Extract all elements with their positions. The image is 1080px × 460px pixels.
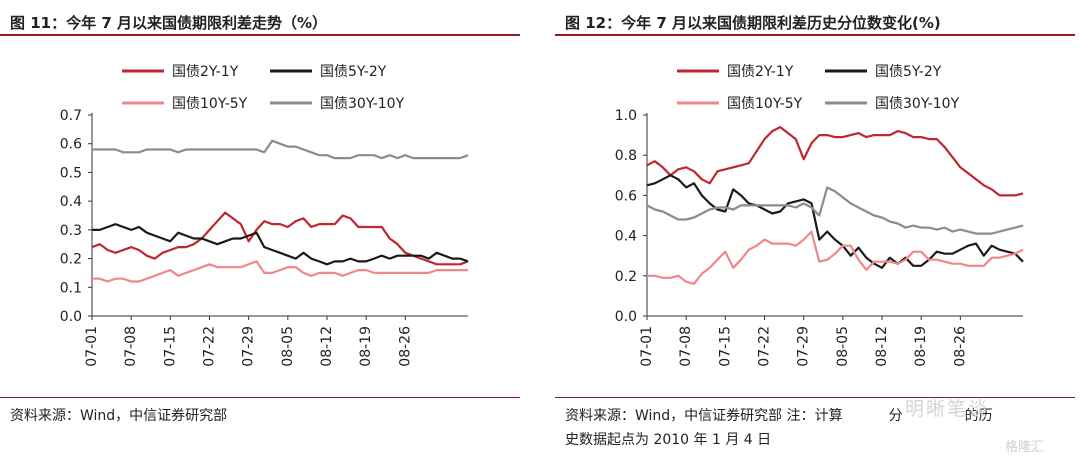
- right-x-tick-label: 07-01: [639, 326, 655, 367]
- right-y-tick-label: 0.2: [615, 269, 637, 285]
- left-y-tick-label: 0.7: [60, 108, 82, 124]
- left-y-tick-label: 0.5: [60, 165, 82, 181]
- left-y-tick-label: 0.4: [60, 194, 82, 210]
- left-figure-panel: 图 11：今年 7 月以来国债期限利差走势（%） 0.0 0.1 0.2 0.3 0.4…: [0, 0, 520, 460]
- left-y-tick-label: 0.1: [60, 280, 82, 296]
- right-legend-label-3: 国债10Y-5Y: [727, 96, 803, 112]
- right-x-tick-label: 07-08: [678, 326, 694, 367]
- right-legend-label-1: 国债2Y-1Y: [727, 64, 794, 80]
- left-source-rule: [0, 397, 520, 398]
- right-legend-label-4: 国债30Y-10Y: [875, 96, 960, 112]
- watermark-text: 明晰笔谈: [905, 398, 990, 420]
- right-y-tick-label: 0.8: [615, 148, 637, 164]
- left-x-tick-label: 07-15: [162, 326, 178, 367]
- right-figure-panel: 图 12：今年 7 月以来国债期限利差历史分位数变化(%) 0.0 0.2 0.4 0…: [555, 0, 1075, 460]
- right-title-rule: [555, 34, 1075, 36]
- left-x-tick-label: 08-26: [397, 326, 413, 367]
- right-figure-title: 图 12：今年 7 月以来国债期限利差历史分位数变化(%): [565, 14, 941, 32]
- right-y-tick-label: 1.0: [615, 108, 637, 124]
- right-chart: 0.0 0.2 0.4 0.6 0.8 1.0 07-01 07-08 07-15 07-22 07…: [615, 64, 1024, 367]
- left-chart: 0.0 0.1 0.2 0.3 0.4 0.5 0.6 0.7 07-01 07-08 07-15 0…: [60, 64, 469, 367]
- right-legend-label-2: 国债5Y-2Y: [875, 64, 942, 80]
- left-y-tick-label: 0.0: [60, 309, 82, 325]
- right-y-tick-label: 0.0: [615, 309, 637, 325]
- right-x-tick-label: 08-19: [913, 326, 929, 367]
- left-y-tick-label: 0.6: [60, 137, 82, 153]
- left-legend-label-4: 国债30Y-10Y: [320, 96, 405, 112]
- left-figure-title: 图 11：今年 7 月以来国债期限利差走势（%）: [10, 14, 328, 32]
- left-title-rule: [0, 34, 520, 36]
- right-source-line1: 资料来源：Wind，中信证券研究部 注：计算: [565, 408, 843, 424]
- left-x-tick-label: 07-22: [202, 326, 218, 367]
- left-series-line-4: [92, 139, 469, 160]
- right-x-tick-label: 07-29: [796, 326, 812, 367]
- left-x-tick-label: 07-29: [241, 326, 257, 367]
- left-legend-label-3: 国债10Y-5Y: [172, 96, 248, 112]
- right-source-line2: 史数据起点为 2010 年 1 月 4 日: [565, 432, 772, 448]
- right-series-line-3: [647, 230, 1024, 285]
- right-source-line1-tail: 分: [888, 408, 903, 424]
- left-series-line-3: [92, 260, 468, 283]
- right-x-tick-label: 07-15: [717, 326, 733, 367]
- right-series-line-4: [646, 186, 1024, 235]
- watermark-logo: 格隆汇: [1005, 440, 1045, 455]
- left-x-tick-label: 08-19: [358, 326, 374, 367]
- left-source: 资料来源：Wind，中信证券研究部: [10, 408, 228, 424]
- left-x-tick-label: 07-08: [123, 326, 139, 367]
- left-legend-label-1: 国债2Y-1Y: [172, 64, 239, 80]
- right-y-tick-label: 0.4: [615, 229, 637, 245]
- right-source-line1-end: 的历: [964, 408, 993, 424]
- right-source: 资料来源：Wind，中信证券研究部 注：计算 分 的历 史数据起点为 2010 年 …: [565, 404, 993, 452]
- right-x-tick-label: 08-12: [874, 326, 890, 367]
- left-legend-label-2: 国债5Y-2Y: [320, 64, 387, 80]
- right-y-tick-label: 0.6: [615, 188, 637, 204]
- right-series-line-1: [646, 125, 1024, 197]
- left-y-tick-label: 0.2: [60, 252, 82, 268]
- left-y-tick-label: 0.3: [60, 223, 82, 239]
- left-x-tick-label: 07-01: [84, 326, 100, 367]
- left-series-line-2: [92, 223, 469, 266]
- right-x-tick-label: 08-26: [952, 326, 968, 367]
- right-source-rule: [555, 397, 1075, 398]
- right-x-tick-label: 07-22: [757, 326, 773, 367]
- left-x-tick-label: 08-12: [319, 326, 335, 367]
- right-series-line-2: [646, 174, 1024, 269]
- left-x-tick-label: 08-05: [280, 326, 296, 367]
- left-series-line-1: [91, 211, 469, 266]
- right-x-tick-label: 08-05: [835, 326, 851, 367]
